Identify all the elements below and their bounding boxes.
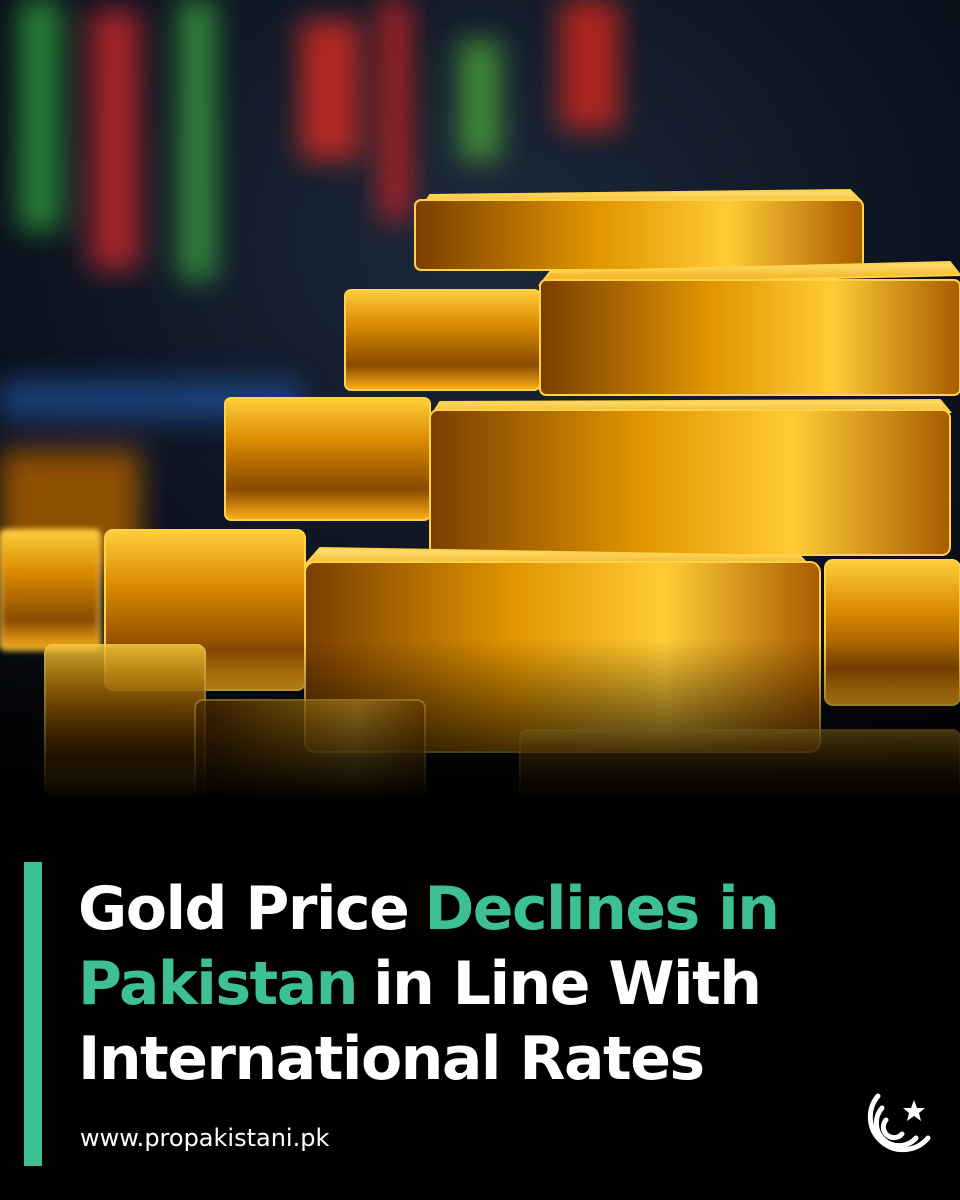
headline-text: Gold Price — [78, 874, 410, 944]
headline-line: Gold Price Declines in — [78, 872, 780, 947]
headline: Gold Price Declines in Pakistan in Line Wit… — [78, 872, 780, 1097]
gold-bars-photo — [0, 0, 960, 800]
headline-highlight: Pakistan — [78, 949, 358, 1019]
website-url: www.propakistani.pk — [80, 1124, 330, 1152]
headline-text: International Rates — [78, 1024, 705, 1094]
headline-line: Pakistan in Line With — [78, 947, 778, 1022]
accent-bar — [24, 862, 42, 1166]
logo — [867, 1093, 931, 1153]
headline-highlight: Declines in — [424, 874, 780, 944]
headline-text: in Line With — [373, 949, 762, 1019]
headline-line: International Rates — [78, 1022, 778, 1097]
